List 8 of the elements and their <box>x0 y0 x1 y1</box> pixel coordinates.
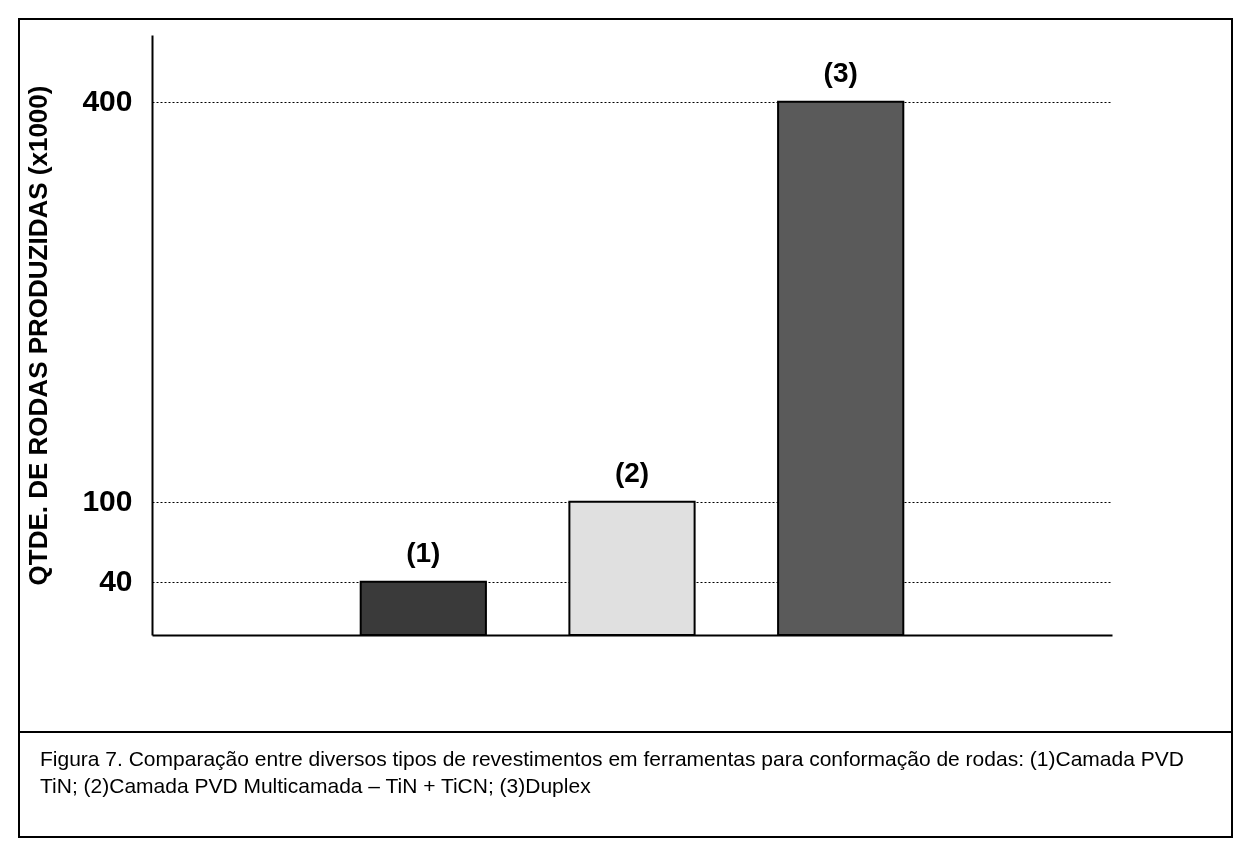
text: Figura 7. Comparação entre diversos tipos de revestimentos em ferramentas para conformação de rodas: (1)Camada PVD TiN; (2)Camada PVD Multicamada – TiN + TiCN; (3)Duplex <box>20 731 1231 836</box>
y-tick-label: 100 <box>82 484 133 518</box>
x-tick-label: (1) <box>406 536 441 568</box>
y-tick-label: 40 <box>99 564 133 598</box>
x-tick-label: (2) <box>614 456 650 488</box>
x-tick-label: (3) <box>823 56 858 88</box>
y-axis-title: QTDE. DE RODAS PRODUZIDAS (x1000) <box>23 85 54 586</box>
y-tick-label: 400 <box>82 84 133 118</box>
